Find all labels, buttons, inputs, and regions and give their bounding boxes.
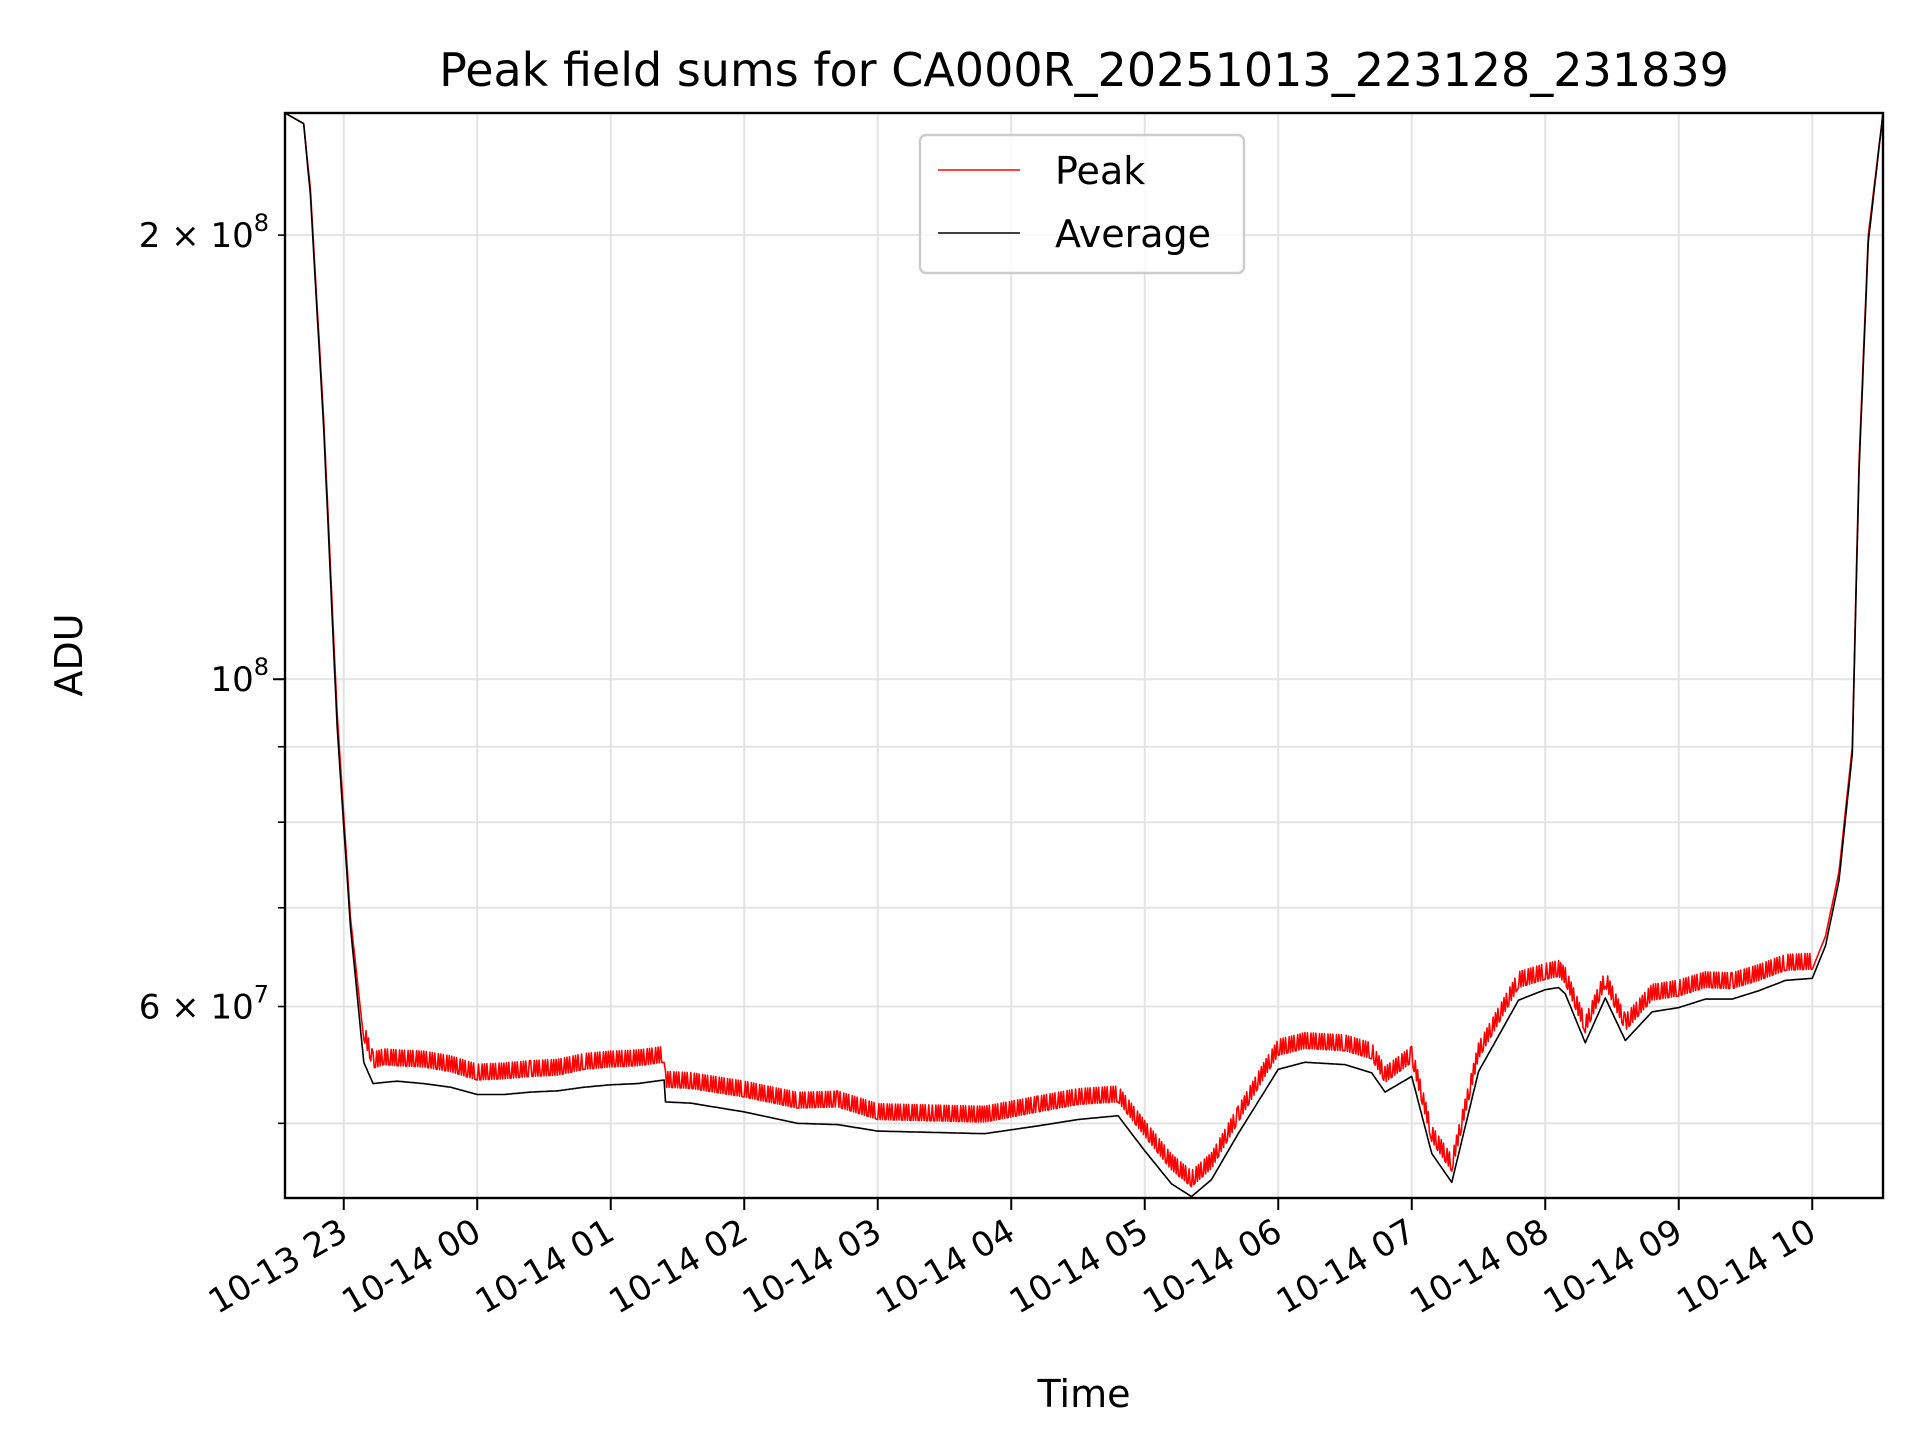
series-line-peak: [285, 113, 1883, 1188]
y-tick-label: 108: [210, 653, 269, 700]
y-tick-label: 2 × 108: [139, 209, 269, 256]
chart-title: Peak field sums for CA000R_20251013_2231…: [439, 43, 1729, 97]
series-line-average: [285, 113, 1883, 1198]
x-axis-label: Time: [1037, 1372, 1131, 1416]
y-axis-ticks: 108 6 × 107 2 × 108: [139, 209, 285, 1125]
grid-lines: [285, 113, 1883, 1198]
legend: Peak Average: [918, 133, 1246, 275]
legend-average-label: Average: [1055, 212, 1211, 256]
y-tick-label: 6 × 107: [139, 981, 269, 1028]
legend-peak-label: Peak: [1055, 149, 1145, 193]
plot-frame: [283, 111, 1885, 1200]
y-axis-label: ADU: [47, 613, 91, 696]
series-group: [285, 113, 1883, 1198]
